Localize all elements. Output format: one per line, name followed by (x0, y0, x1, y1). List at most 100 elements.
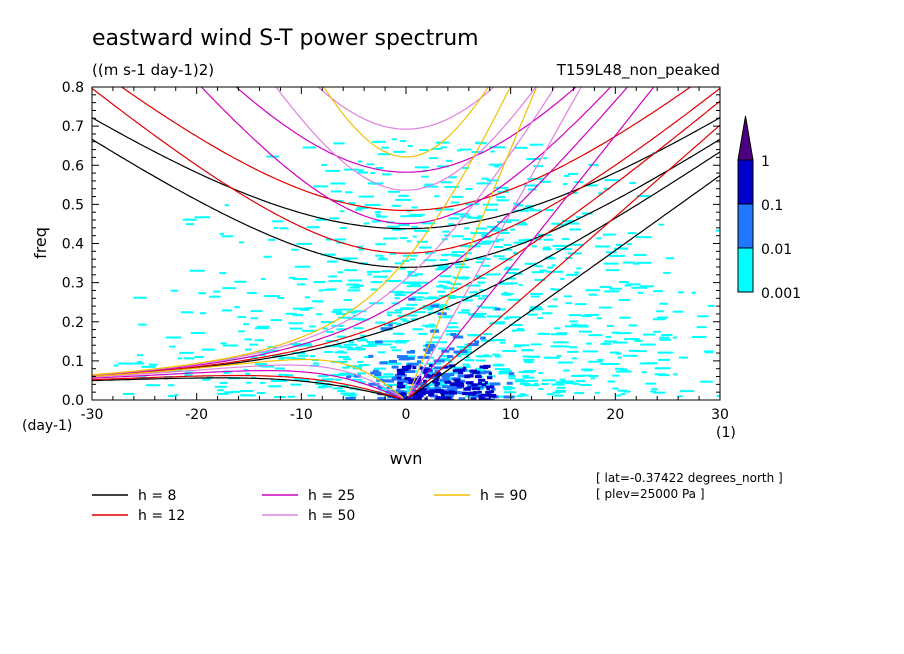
spectrum-cell (503, 388, 512, 391)
spectrum-cell (343, 343, 358, 346)
spectrum-cell (416, 360, 422, 364)
spectrum-cell (285, 312, 297, 315)
spectrum-cell (480, 393, 490, 397)
spectrum-cell (521, 349, 535, 352)
spectrum-cell (245, 372, 251, 375)
spectrum-cell (604, 290, 620, 293)
spectrum-cell (615, 352, 622, 355)
spectrum-cell (424, 397, 428, 400)
spectrum-cell (436, 372, 442, 376)
spectrum-cell (505, 271, 517, 274)
spectrum-cell (342, 358, 351, 361)
spectrum-cell (504, 219, 519, 222)
spectrum-cell (322, 327, 328, 330)
spectrum-cell (477, 215, 484, 218)
spectrum-cell (357, 171, 368, 174)
spectrum-cell (426, 362, 441, 365)
dispersion-curves (92, 87, 720, 400)
spectrum-cell (415, 390, 423, 394)
spectrum-cell (653, 330, 661, 333)
spectrum-cell (234, 306, 240, 309)
spectrum-cell (380, 343, 392, 346)
spectrum-cell (355, 284, 364, 287)
spectrum-cell (194, 356, 205, 359)
spectrum-cell (652, 318, 666, 321)
spectrum-cell (672, 373, 678, 376)
spectrum-cell (455, 353, 470, 356)
spectrum-cell (330, 190, 342, 193)
spectrum-cell (457, 374, 468, 378)
spectrum-cell (606, 251, 617, 254)
x-tick-label: 10 (502, 407, 520, 423)
spectrum-cell (464, 227, 470, 230)
spectrum-cell (358, 347, 366, 350)
spectrum-cell (368, 354, 374, 358)
spectrum-cell (531, 245, 537, 248)
spectrum-cell (542, 379, 556, 382)
spectrum-cell (543, 356, 551, 359)
spectrum-cell (346, 365, 363, 368)
spectrum-cell (568, 314, 582, 317)
spectrum-cell (436, 165, 449, 168)
spectrum-cell (379, 388, 387, 391)
spectrum-cell (457, 371, 464, 375)
spectrum-cell (545, 256, 554, 259)
spectrum-cell (198, 292, 207, 295)
spectrum-cell (716, 395, 720, 398)
spectrum-cell (383, 373, 394, 376)
spectrum-cell (486, 179, 499, 182)
spectrum-cell (274, 367, 285, 370)
spectrum-cell (438, 280, 450, 283)
colorbar-label: 0.001 (761, 286, 801, 302)
x-tick-label: -20 (185, 407, 208, 423)
spectrum-cell (412, 235, 417, 238)
spectrum-cell (222, 287, 237, 290)
spectrum-cell (381, 146, 389, 149)
spectrum-cell (653, 391, 666, 394)
spectrum-cell (451, 195, 464, 198)
spectrum-cell (435, 378, 439, 382)
spectrum-cell (358, 248, 365, 251)
spectrum-cell (334, 351, 347, 354)
spectrum-cell (394, 391, 407, 395)
colorbar-segment (737, 247, 754, 293)
spectrum-cell (552, 298, 558, 301)
spectrum-cell (138, 323, 147, 326)
spectrum-cell (459, 350, 468, 354)
spectrum-cell (659, 336, 670, 339)
spectrum-cell (404, 377, 411, 381)
spectrum-cell (213, 290, 221, 293)
spectrum-cell (335, 378, 342, 381)
spectrum-cell (338, 372, 351, 375)
colorbar: 0.001 0.01 0.1 1 (737, 115, 801, 302)
spectrum-cell (599, 286, 612, 289)
spectrum-cell (346, 311, 357, 314)
spectrum-cell (456, 355, 462, 358)
spectrum-cell (168, 384, 175, 387)
spectrum-cell (415, 396, 422, 400)
spectrum-cell (605, 335, 611, 338)
spectrum-cell (467, 386, 471, 390)
spectrum-cell (579, 384, 592, 387)
spectrum-cell (462, 366, 467, 370)
spectrum-cell (619, 316, 631, 319)
spectrum-cell (396, 376, 401, 380)
spectrum-cell (422, 304, 433, 307)
spectrum-cell (145, 384, 161, 387)
spectrum-cell (256, 392, 266, 395)
spectrum-cell (450, 283, 462, 286)
run-label: T159L48_non_peaked (556, 61, 720, 80)
spectrum-cell (440, 396, 445, 400)
spectrum-cell (266, 349, 279, 352)
spectrum-cell (557, 361, 573, 364)
spectrum-cell (329, 217, 340, 220)
spectrum-cell (391, 377, 397, 381)
spectrum-cell (296, 283, 306, 286)
spectrum-cell (691, 335, 707, 338)
spectrum-cell (561, 380, 575, 383)
spectrum-cell (189, 269, 205, 272)
spectrum-cell (478, 397, 485, 400)
spectrum-cell (656, 316, 669, 319)
spectrum-cell (366, 341, 375, 344)
spectrum-cell (746, 370, 760, 372)
